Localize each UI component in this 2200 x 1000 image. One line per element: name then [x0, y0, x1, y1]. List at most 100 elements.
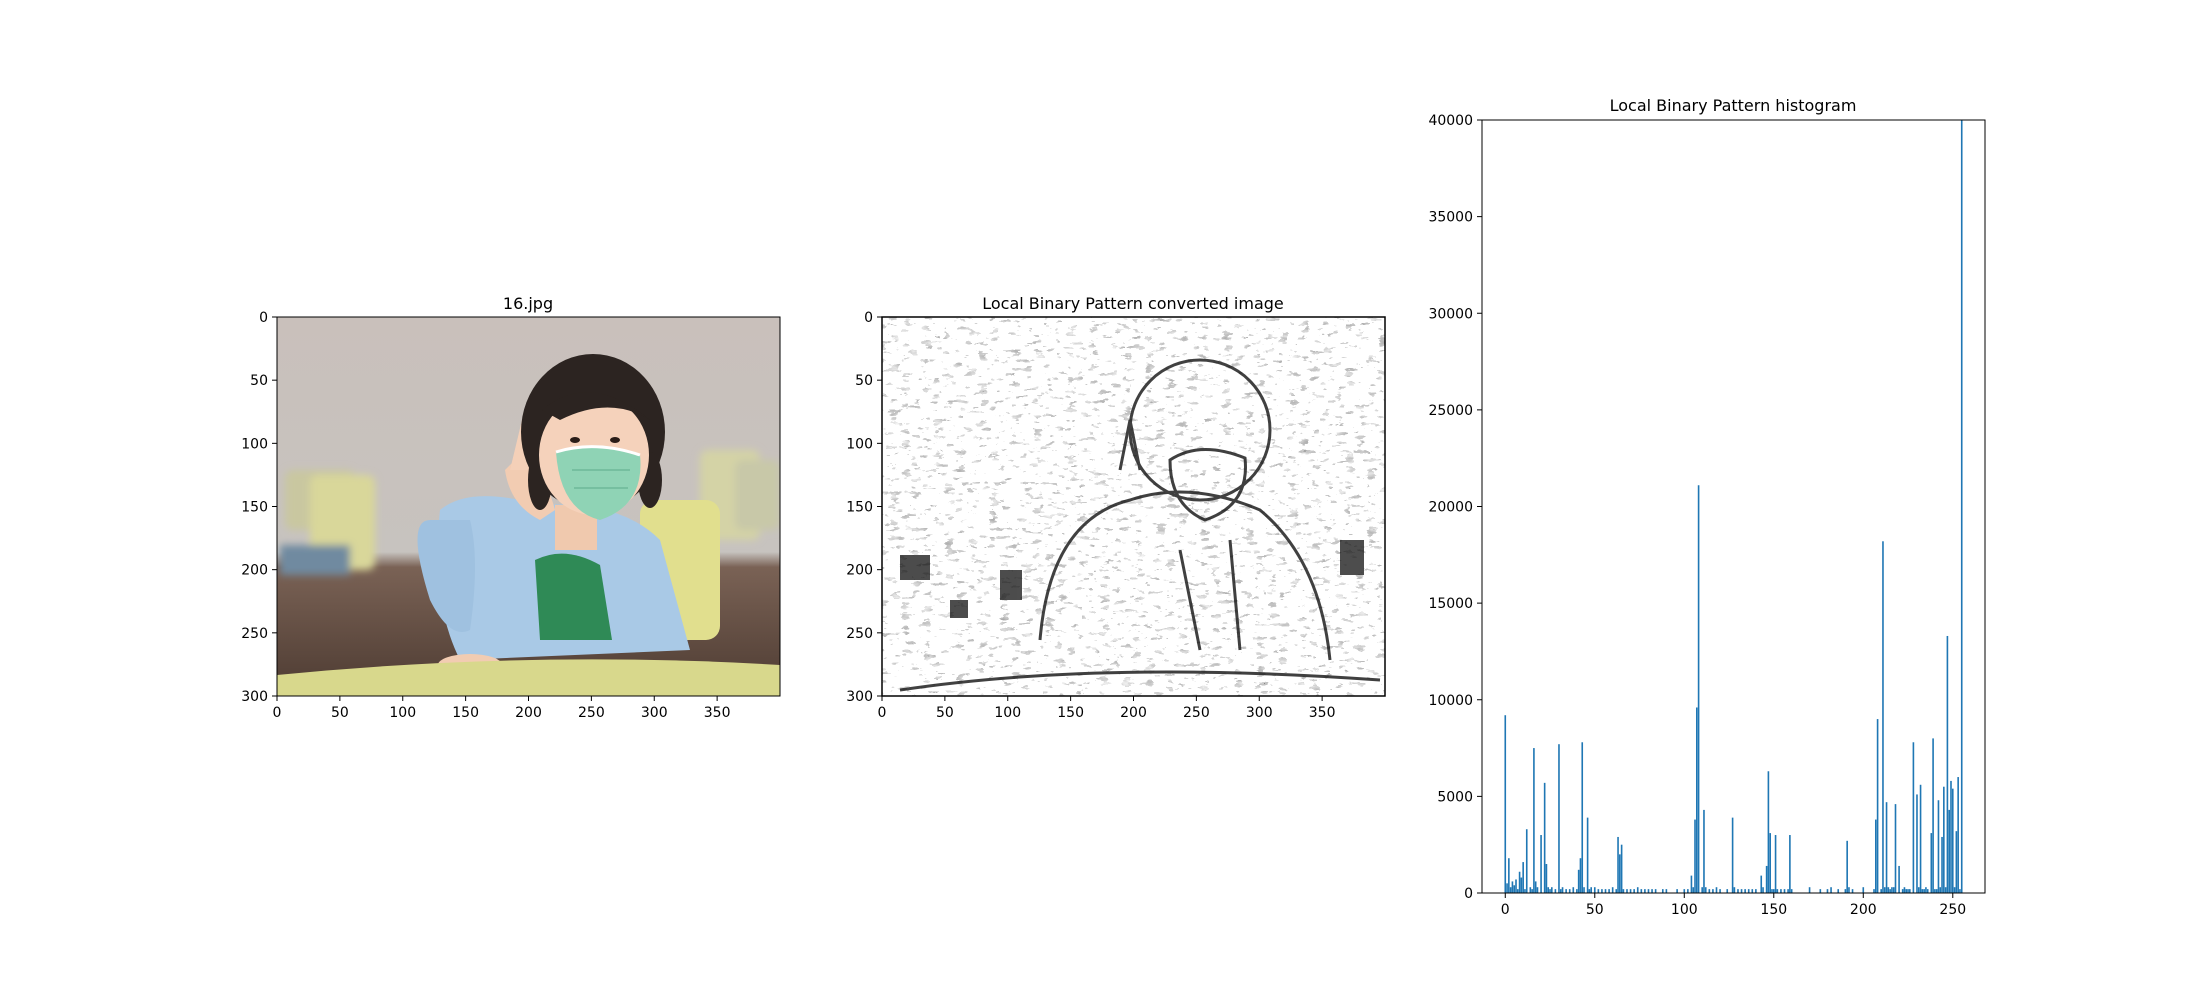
histogram-bar — [1654, 889, 1657, 893]
x-tick-label: 0 — [878, 705, 887, 721]
histogram-bar — [1744, 889, 1746, 893]
histogram-bar — [1837, 889, 1840, 893]
histogram-bar — [1747, 889, 1750, 893]
histogram-bar — [1504, 715, 1507, 893]
histogram-bar — [1731, 817, 1734, 893]
histogram-bar — [1534, 881, 1537, 893]
histogram-bar — [1780, 889, 1782, 893]
histogram-bar — [1626, 889, 1628, 893]
histogram-bar — [1808, 887, 1811, 893]
histogram-bar — [1891, 887, 1893, 893]
histogram-bar — [1783, 889, 1786, 893]
histogram-bar — [1665, 889, 1668, 893]
histogram-bar — [1690, 875, 1693, 893]
histogram-bar — [1511, 881, 1514, 893]
x-tick-label: 0 — [273, 705, 282, 721]
y-tick-label: 25000 — [1428, 403, 1473, 419]
x-tick-label: 100 — [389, 705, 416, 721]
y-tick-label: 250 — [846, 626, 873, 642]
histogram-bar — [1789, 835, 1791, 893]
histogram-bar — [1726, 889, 1729, 893]
histogram-bar — [1937, 800, 1940, 893]
histogram-bar — [1889, 889, 1891, 893]
x-tick-label: 350 — [704, 705, 731, 721]
panel-photo: 16.jpg — [241, 294, 781, 721]
histogram-bar — [1882, 541, 1884, 893]
x-tick-label: 150 — [1057, 705, 1084, 721]
lbp-image — [882, 317, 1385, 696]
histogram-bar — [1903, 887, 1906, 893]
histogram-bar — [1509, 887, 1512, 893]
histogram-bar — [1733, 887, 1736, 893]
histogram-bar — [1704, 887, 1707, 893]
histogram-bar — [1919, 784, 1922, 893]
histogram-bar — [1880, 889, 1882, 893]
histogram-bar — [1506, 883, 1508, 893]
histogram-bar — [1898, 865, 1900, 893]
histogram-bar — [1912, 742, 1915, 893]
histogram-bar — [1885, 802, 1888, 893]
histogram-bar — [1848, 887, 1850, 893]
y-tick-label: 10000 — [1428, 693, 1473, 709]
histogram-bar — [1948, 809, 1951, 893]
y-tick-label: 150 — [846, 500, 873, 516]
histogram-bar — [1683, 889, 1686, 893]
histogram-bar — [1547, 887, 1550, 893]
histogram-bar — [1826, 889, 1829, 893]
histogram-bar — [1876, 719, 1879, 893]
histogram-bar — [1909, 889, 1911, 893]
histogram-bar — [1533, 748, 1535, 893]
panel-lbp-title: Local Binary Pattern converted image — [982, 294, 1284, 313]
histogram-bar — [1925, 887, 1927, 893]
histogram-bar — [1513, 885, 1516, 893]
histogram-bar — [1892, 887, 1895, 893]
y-tick-label: 100 — [241, 436, 268, 452]
x-tick-label: 200 — [515, 705, 542, 721]
histogram-bar — [1765, 865, 1768, 893]
histogram-bar — [1601, 889, 1603, 893]
histogram-bar — [1703, 809, 1705, 893]
histogram-bar — [1644, 889, 1646, 893]
histogram-bar — [1586, 817, 1589, 893]
histogram-bar — [1846, 840, 1848, 893]
histogram-bars — [1504, 120, 1963, 893]
histogram-bar — [1844, 889, 1847, 893]
histogram-bar — [1790, 889, 1793, 893]
histogram-bar — [1719, 889, 1721, 893]
histogram-bar — [1953, 887, 1956, 893]
y-tick-label: 35000 — [1428, 210, 1473, 226]
histogram-bar — [1907, 889, 1909, 893]
histogram-bar — [1536, 887, 1539, 893]
histogram-bar — [1755, 889, 1757, 893]
y-tick-label: 250 — [241, 626, 268, 642]
histogram-bar — [1926, 889, 1929, 893]
y-tick-label: 30000 — [1428, 306, 1473, 322]
histogram-bar — [1559, 889, 1562, 893]
histogram-bar — [1923, 889, 1925, 893]
histogram-bar — [1921, 889, 1924, 893]
histogram-bar — [1935, 889, 1938, 893]
histogram-bar — [1676, 889, 1678, 893]
histogram-bar — [1751, 889, 1754, 893]
panel-lbp: Local Binary Pattern converted image 0 50… — [846, 294, 1386, 721]
y-tick-label: 20000 — [1428, 500, 1473, 516]
histogram-bar — [1737, 889, 1739, 893]
y-tick-label: 150 — [241, 500, 268, 516]
histogram-bar — [1581, 742, 1584, 893]
histogram-title: Local Binary Pattern histogram — [1610, 96, 1857, 115]
histogram-bar — [1941, 836, 1943, 893]
histogram-bar — [1651, 889, 1653, 893]
y-tick-label: 50 — [855, 373, 873, 389]
histogram-bar — [1551, 887, 1553, 893]
photo-image — [277, 317, 780, 696]
histogram-bar — [1540, 835, 1542, 893]
histogram-bar — [1687, 889, 1689, 893]
panel-photo-title: 16.jpg — [503, 294, 553, 313]
histogram-bar — [1543, 782, 1546, 893]
histogram-bar — [1620, 844, 1623, 893]
histogram-bar — [1588, 889, 1591, 893]
histogram-bar — [1611, 887, 1614, 893]
histogram-bar — [1830, 887, 1832, 893]
x-tick-label: 100 — [1671, 902, 1698, 918]
